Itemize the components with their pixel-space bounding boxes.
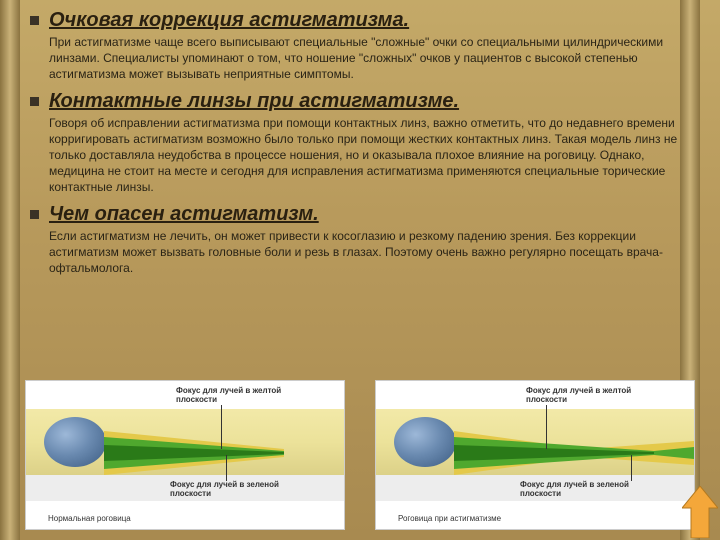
caption-astigmatism: Роговица при астигматизме	[398, 514, 501, 523]
body-danger: Если астигматизм не лечить, он может при…	[49, 228, 690, 277]
label-yellow: Фокус для лучей в желтой плоскости	[176, 387, 281, 405]
label-green: Фокус для лучей в зеленой плоскости	[520, 481, 629, 499]
label-yellow-l1: Фокус для лучей в желтой	[176, 386, 281, 395]
label-green-l1: Фокус для лучей в зеленой	[170, 480, 279, 489]
diagram-lens	[44, 417, 106, 467]
bullet-icon	[30, 97, 39, 106]
diagram-astigmatism: Фокус для лучей в желтой плоскости Фокус…	[375, 380, 695, 530]
diagram-normal: Фокус для лучей в желтой плоскости Фокус…	[25, 380, 345, 530]
pointer-green	[631, 455, 632, 481]
pointer-yellow	[546, 405, 547, 449]
label-green-l2: плоскости	[520, 489, 561, 498]
caption-normal: Нормальная роговица	[48, 514, 131, 523]
pointer-green	[226, 455, 227, 481]
bullet-icon	[30, 16, 39, 25]
label-yellow-l2: плоскости	[526, 395, 567, 404]
pointer-yellow	[221, 405, 222, 449]
body-lenses: Говоря об исправлении астигматизма при п…	[49, 115, 690, 196]
diagram-row: Фокус для лучей в желтой плоскости Фокус…	[25, 380, 695, 530]
label-yellow: Фокус для лучей в желтой плоскости	[526, 387, 631, 405]
light-beams	[454, 431, 694, 475]
section-lenses: Контактные линзы при астигматизме. Говор…	[30, 89, 690, 196]
slide-content: Очковая коррекция астигматизма. При асти…	[0, 0, 720, 276]
section-glasses: Очковая коррекция астигматизма. При асти…	[30, 8, 690, 83]
body-glasses: При астигматизме чаще всего выписывают с…	[49, 34, 690, 83]
label-yellow-l1: Фокус для лучей в желтой	[526, 386, 631, 395]
label-green-l1: Фокус для лучей в зеленой	[520, 480, 629, 489]
label-yellow-l2: плоскости	[176, 395, 217, 404]
section-danger: Чем опасен астигматизм. Если астигматизм…	[30, 202, 690, 277]
diagram-lens	[394, 417, 456, 467]
bullet-icon	[30, 210, 39, 219]
up-arrow-icon[interactable]	[682, 486, 718, 538]
label-green: Фокус для лучей в зеленой плоскости	[170, 481, 279, 499]
heading-lenses: Контактные линзы при астигматизме.	[49, 89, 459, 113]
label-green-l2: плоскости	[170, 489, 211, 498]
light-beams	[104, 431, 344, 475]
heading-danger: Чем опасен астигматизм.	[49, 202, 319, 226]
heading-glasses: Очковая коррекция астигматизма.	[49, 8, 409, 32]
